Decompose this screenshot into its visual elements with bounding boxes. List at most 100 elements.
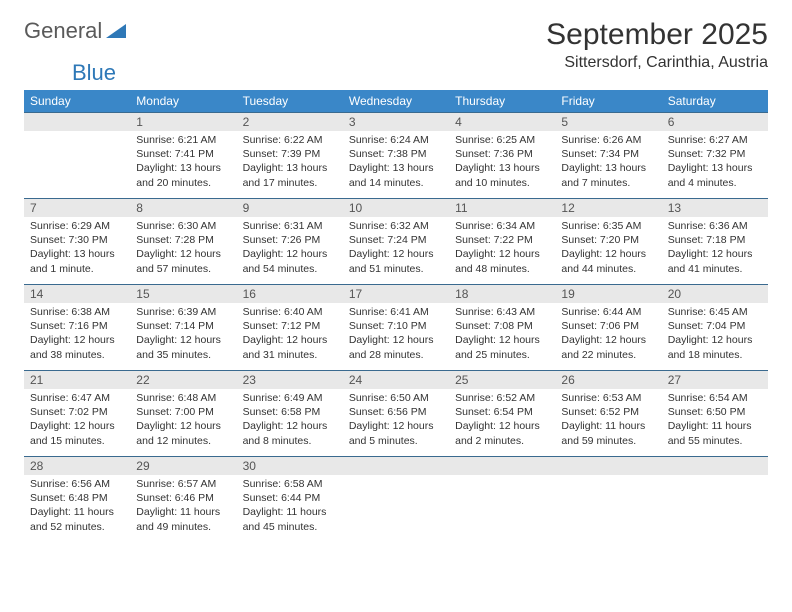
day-number: 25	[449, 371, 555, 389]
calendar-day-cell: 13Sunrise: 6:36 AMSunset: 7:18 PMDayligh…	[662, 199, 768, 285]
day-number: 2	[237, 113, 343, 131]
day-details: Sunrise: 6:40 AMSunset: 7:12 PMDaylight:…	[237, 303, 343, 366]
calendar-day-cell: 15Sunrise: 6:39 AMSunset: 7:14 PMDayligh…	[130, 285, 236, 371]
calendar-day-cell	[24, 113, 130, 199]
day-number: 15	[130, 285, 236, 303]
day-details: Sunrise: 6:43 AMSunset: 7:08 PMDaylight:…	[449, 303, 555, 366]
day-number: 1	[130, 113, 236, 131]
day-details: Sunrise: 6:58 AMSunset: 6:44 PMDaylight:…	[237, 475, 343, 538]
calendar-day-cell: 8Sunrise: 6:30 AMSunset: 7:28 PMDaylight…	[130, 199, 236, 285]
day-number-empty	[555, 457, 661, 475]
day-number: 11	[449, 199, 555, 217]
day-number: 30	[237, 457, 343, 475]
calendar-day-cell: 11Sunrise: 6:34 AMSunset: 7:22 PMDayligh…	[449, 199, 555, 285]
day-details: Sunrise: 6:30 AMSunset: 7:28 PMDaylight:…	[130, 217, 236, 280]
day-details: Sunrise: 6:54 AMSunset: 6:50 PMDaylight:…	[662, 389, 768, 452]
day-number: 29	[130, 457, 236, 475]
day-details: Sunrise: 6:50 AMSunset: 6:56 PMDaylight:…	[343, 389, 449, 452]
day-number: 23	[237, 371, 343, 389]
day-details: Sunrise: 6:26 AMSunset: 7:34 PMDaylight:…	[555, 131, 661, 194]
day-number: 7	[24, 199, 130, 217]
day-number: 17	[343, 285, 449, 303]
calendar-day-cell	[343, 457, 449, 543]
day-details: Sunrise: 6:41 AMSunset: 7:10 PMDaylight:…	[343, 303, 449, 366]
day-number: 5	[555, 113, 661, 131]
calendar-day-cell: 24Sunrise: 6:50 AMSunset: 6:56 PMDayligh…	[343, 371, 449, 457]
day-details: Sunrise: 6:31 AMSunset: 7:26 PMDaylight:…	[237, 217, 343, 280]
calendar-day-cell	[449, 457, 555, 543]
calendar-day-cell: 29Sunrise: 6:57 AMSunset: 6:46 PMDayligh…	[130, 457, 236, 543]
weekday-header: Monday	[130, 90, 236, 113]
day-number-empty	[449, 457, 555, 475]
calendar-table: SundayMondayTuesdayWednesdayThursdayFrid…	[24, 90, 768, 543]
weekday-header: Saturday	[662, 90, 768, 113]
calendar-day-cell: 23Sunrise: 6:49 AMSunset: 6:58 PMDayligh…	[237, 371, 343, 457]
weekday-header: Tuesday	[237, 90, 343, 113]
calendar-day-cell: 12Sunrise: 6:35 AMSunset: 7:20 PMDayligh…	[555, 199, 661, 285]
logo: General	[24, 18, 128, 44]
day-details: Sunrise: 6:34 AMSunset: 7:22 PMDaylight:…	[449, 217, 555, 280]
day-number: 13	[662, 199, 768, 217]
day-details: Sunrise: 6:53 AMSunset: 6:52 PMDaylight:…	[555, 389, 661, 452]
day-number: 12	[555, 199, 661, 217]
calendar-day-cell: 3Sunrise: 6:24 AMSunset: 7:38 PMDaylight…	[343, 113, 449, 199]
day-number: 21	[24, 371, 130, 389]
day-details: Sunrise: 6:35 AMSunset: 7:20 PMDaylight:…	[555, 217, 661, 280]
calendar-day-cell	[555, 457, 661, 543]
calendar-day-cell: 4Sunrise: 6:25 AMSunset: 7:36 PMDaylight…	[449, 113, 555, 199]
day-details: Sunrise: 6:56 AMSunset: 6:48 PMDaylight:…	[24, 475, 130, 538]
calendar-week-row: 21Sunrise: 6:47 AMSunset: 7:02 PMDayligh…	[24, 371, 768, 457]
weekday-header: Thursday	[449, 90, 555, 113]
calendar-day-cell: 21Sunrise: 6:47 AMSunset: 7:02 PMDayligh…	[24, 371, 130, 457]
day-number: 4	[449, 113, 555, 131]
calendar-day-cell: 5Sunrise: 6:26 AMSunset: 7:34 PMDaylight…	[555, 113, 661, 199]
day-details: Sunrise: 6:49 AMSunset: 6:58 PMDaylight:…	[237, 389, 343, 452]
calendar-week-row: 1Sunrise: 6:21 AMSunset: 7:41 PMDaylight…	[24, 113, 768, 199]
calendar-day-cell: 10Sunrise: 6:32 AMSunset: 7:24 PMDayligh…	[343, 199, 449, 285]
day-details: Sunrise: 6:45 AMSunset: 7:04 PMDaylight:…	[662, 303, 768, 366]
weekday-header: Sunday	[24, 90, 130, 113]
day-number-empty	[662, 457, 768, 475]
calendar-day-cell: 6Sunrise: 6:27 AMSunset: 7:32 PMDaylight…	[662, 113, 768, 199]
logo-text-general: General	[24, 18, 102, 44]
calendar-day-cell: 30Sunrise: 6:58 AMSunset: 6:44 PMDayligh…	[237, 457, 343, 543]
weekday-header-row: SundayMondayTuesdayWednesdayThursdayFrid…	[24, 90, 768, 113]
location-text: Sittersdorf, Carinthia, Austria	[546, 54, 768, 72]
calendar-body: 1Sunrise: 6:21 AMSunset: 7:41 PMDaylight…	[24, 113, 768, 543]
day-number: 9	[237, 199, 343, 217]
calendar-day-cell: 9Sunrise: 6:31 AMSunset: 7:26 PMDaylight…	[237, 199, 343, 285]
calendar-day-cell: 28Sunrise: 6:56 AMSunset: 6:48 PMDayligh…	[24, 457, 130, 543]
day-details: Sunrise: 6:24 AMSunset: 7:38 PMDaylight:…	[343, 131, 449, 194]
day-number: 18	[449, 285, 555, 303]
day-details: Sunrise: 6:44 AMSunset: 7:06 PMDaylight:…	[555, 303, 661, 366]
calendar-day-cell: 25Sunrise: 6:52 AMSunset: 6:54 PMDayligh…	[449, 371, 555, 457]
calendar-day-cell: 1Sunrise: 6:21 AMSunset: 7:41 PMDaylight…	[130, 113, 236, 199]
day-number: 20	[662, 285, 768, 303]
day-number: 19	[555, 285, 661, 303]
day-number: 14	[24, 285, 130, 303]
day-details: Sunrise: 6:32 AMSunset: 7:24 PMDaylight:…	[343, 217, 449, 280]
month-title: September 2025	[546, 18, 768, 52]
calendar-day-cell: 27Sunrise: 6:54 AMSunset: 6:50 PMDayligh…	[662, 371, 768, 457]
day-details: Sunrise: 6:22 AMSunset: 7:39 PMDaylight:…	[237, 131, 343, 194]
day-details: Sunrise: 6:48 AMSunset: 7:00 PMDaylight:…	[130, 389, 236, 452]
day-details: Sunrise: 6:39 AMSunset: 7:14 PMDaylight:…	[130, 303, 236, 366]
calendar-week-row: 14Sunrise: 6:38 AMSunset: 7:16 PMDayligh…	[24, 285, 768, 371]
day-number: 24	[343, 371, 449, 389]
day-details: Sunrise: 6:47 AMSunset: 7:02 PMDaylight:…	[24, 389, 130, 452]
day-details: Sunrise: 6:29 AMSunset: 7:30 PMDaylight:…	[24, 217, 130, 280]
day-details: Sunrise: 6:52 AMSunset: 6:54 PMDaylight:…	[449, 389, 555, 452]
day-number: 6	[662, 113, 768, 131]
day-number: 28	[24, 457, 130, 475]
calendar-day-cell	[662, 457, 768, 543]
day-number-empty	[343, 457, 449, 475]
calendar-week-row: 7Sunrise: 6:29 AMSunset: 7:30 PMDaylight…	[24, 199, 768, 285]
day-number-empty	[24, 113, 130, 131]
logo-text-blue: Blue	[72, 60, 116, 85]
calendar-day-cell: 17Sunrise: 6:41 AMSunset: 7:10 PMDayligh…	[343, 285, 449, 371]
day-details: Sunrise: 6:38 AMSunset: 7:16 PMDaylight:…	[24, 303, 130, 366]
calendar-day-cell: 16Sunrise: 6:40 AMSunset: 7:12 PMDayligh…	[237, 285, 343, 371]
day-number: 8	[130, 199, 236, 217]
logo-triangle-icon	[106, 20, 126, 43]
calendar-day-cell: 19Sunrise: 6:44 AMSunset: 7:06 PMDayligh…	[555, 285, 661, 371]
